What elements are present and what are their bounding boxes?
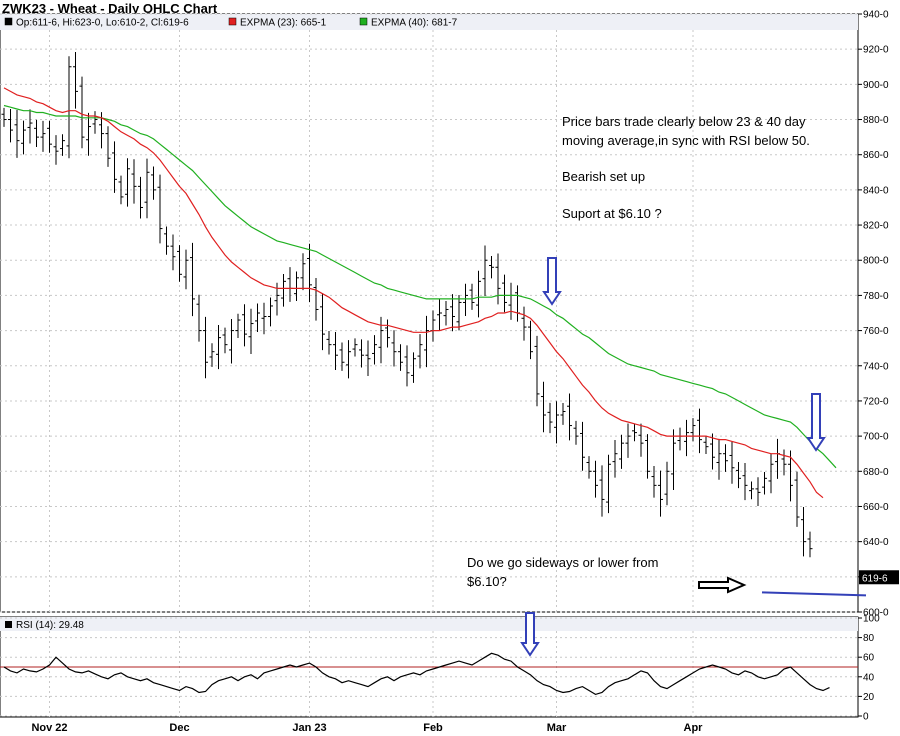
support-line [761,591,867,597]
price-tick-label: 740-0 [863,361,889,372]
price-tick-label: 780-0 [863,291,889,302]
price-tick-label: 820-0 [863,221,889,232]
down-arrow-icon [520,612,540,657]
price-legend-bar [0,14,858,30]
price-tick-label: 760-0 [863,326,889,337]
month-label: Dec [169,722,189,734]
month-label: Feb [423,722,443,734]
month-label: Nov 22 [31,722,67,734]
price-tick-label: 720-0 [863,396,889,407]
rsi-tick-label: 20 [863,692,875,703]
price-tick-label: 600-0 [863,608,889,619]
price-tick-label: 700-0 [863,432,889,443]
legend-entry: EXPMA (40): 681-7 [371,18,458,29]
price-tick-label: 920-0 [863,45,889,56]
ema40-line [3,104,837,469]
rsi-legend-swatch [5,621,12,628]
month-label: Apr [684,722,704,734]
annotation-text: Price bars trade clearly below 23 & 40 d… [562,114,806,129]
right-arrow-icon [698,576,747,594]
rsi-tick-label: 80 [863,633,875,644]
rsi-tick-label: 40 [863,672,875,683]
price-tick-label: 660-0 [863,502,889,513]
rsi-tick-label: 100 [863,614,880,625]
ema23-line [3,87,824,499]
last-price-label: 619-6 [862,573,888,584]
price-tick-label: 800-0 [863,256,889,267]
legend-entry: EXPMA (23): 665-1 [240,18,327,29]
price-tick-label: 900-0 [863,80,889,91]
price-panel [0,13,859,613]
legend-swatch [228,17,237,26]
annotation-text: Do we go sideways or lower from [467,555,658,570]
annotation-text: Bearish set up [562,169,645,184]
month-label: Mar [547,722,567,734]
rsi-legend-bar [0,617,858,631]
legend-entry: Op:611-6, Hi:623-0, Lo:610-2, Cl:619-6 [16,18,189,29]
price-tick-label: 680-0 [863,467,889,478]
month-label: Jan 23 [292,722,326,734]
legend-swatch [359,17,368,26]
price-tick-label: 880-0 [863,115,889,126]
last-price-box [859,570,899,585]
down-arrow-icon [542,257,562,306]
annotation-text: $6.10? [467,574,507,589]
annotation-text: Suport at $6.10 ? [562,206,662,221]
rsi-line [3,652,830,696]
price-tick-label: 640-0 [863,537,889,548]
annotation-text: moving average,in sync with RSI below 50… [562,133,810,148]
price-tick-label: 940-0 [863,10,889,21]
rsi-tick-label: 0 [863,712,869,723]
price-tick-label: 860-0 [863,150,889,161]
rsi-tick-label: 60 [863,653,875,664]
price-tick-label: 840-0 [863,185,889,196]
legend-swatch [4,17,13,26]
down-arrow-icon [806,393,826,452]
rsi-legend-entry: RSI (14): 29.48 [16,620,84,631]
chart-title: ZWK23 - Wheat - Daily OHLC Chart [2,1,218,16]
